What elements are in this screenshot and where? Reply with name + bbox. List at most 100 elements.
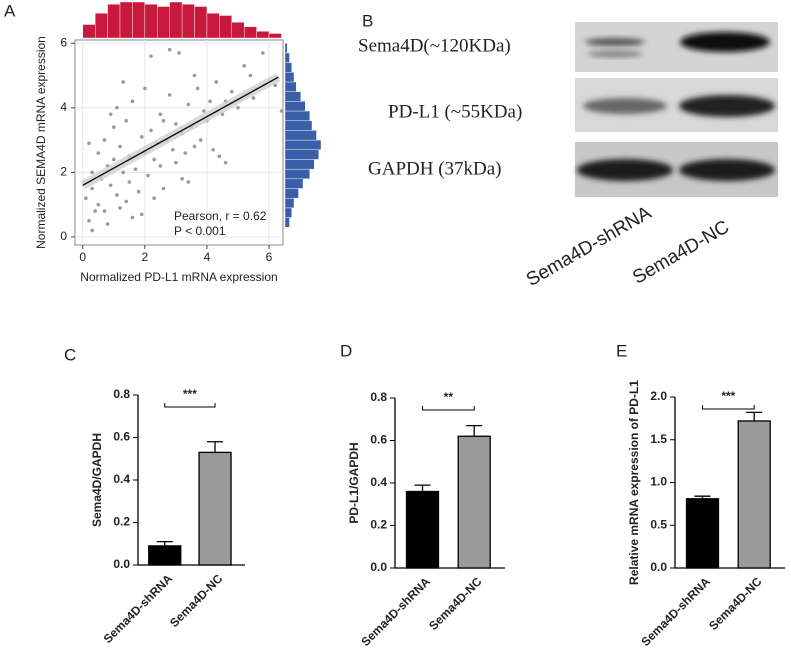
scatter-point [87,141,91,146]
histogram-bar [284,149,319,160]
histogram-bar [284,197,295,209]
histogram-bar [284,188,299,199]
y-tick-label: 0.0 [113,557,130,571]
significance-label: *** [721,389,735,403]
histogram-bar [243,26,257,39]
histogram-bar [206,13,220,39]
scatter-point [90,186,94,191]
y-tick-label: 0.0 [370,560,387,574]
blot-lane-label: Sema4D-NC [629,216,733,288]
error-bar [207,441,224,453]
x-tick-label: Sema4D-shRNA [101,571,176,646]
y-tick-label: 0.5 [650,517,667,531]
blot-row-label: Sema4D(~120KDa) [358,35,511,56]
y-axis-label: Normalized SEMA4D mRNA expression [34,36,48,249]
scatter-point [139,212,144,217]
plot-area [74,39,284,246]
y-tick-label: 4 [60,100,67,114]
scatter-point [112,125,116,129]
scatter-point [186,180,191,184]
scatter-point [229,89,234,94]
histogram-bar [144,4,158,39]
scatter-point [149,128,153,133]
scatter-point [208,99,212,104]
histogram-bar [132,1,146,39]
scatter-point [93,209,97,213]
scatter-point [161,118,166,123]
y-axis-label: Relative mRNA expression of PD-L1 [627,380,641,585]
histogram-bar [107,4,121,39]
x-tick-label: Sema4D-NC [706,574,765,633]
scatter-point [158,112,163,117]
bar [148,545,182,566]
scatter-point [105,222,110,226]
scatter-point [202,109,206,113]
histogram-bar [219,15,232,39]
scatter-point [167,93,172,97]
bar [405,490,440,569]
x-tick-label: Sema4D-NC [426,574,485,633]
x-tick-label: 6 [266,250,273,264]
scatter-point [108,112,113,117]
panel-label: E [616,341,627,360]
scatter-point [127,180,132,184]
scatter-point [195,86,200,91]
scatter-point [217,154,222,159]
scatter-point [223,160,228,165]
y-tick-label: 2 [60,165,67,179]
scatter-point [192,73,197,78]
scatter-point [192,144,197,149]
histogram-bar [256,31,270,39]
panel-label: C [64,345,76,364]
y-axis-label: PD-L1/GAPDH [347,442,361,523]
blot-image [575,22,778,197]
scatter-point [251,96,256,100]
histogram-bar [284,72,295,83]
scatter-point [180,177,184,181]
scatter-point [115,105,119,110]
significance-bracket [422,406,475,411]
y-tick-label: 0.6 [370,433,387,447]
scatter-point [152,196,156,200]
scatter-point [124,118,129,123]
histogram-bar [284,139,322,150]
scatter-point [279,109,284,113]
x-tick-label: 0 [79,250,86,264]
x-axis-label: Normalized PD-L1 mRNA expression [80,270,277,284]
scatter-point [115,193,119,197]
panel-label: A [4,1,16,20]
bar [198,451,232,566]
y-tick-label: 0.0 [650,560,667,574]
histogram-bar [284,52,290,63]
x-tick-label: Sema4D-shRNA [638,574,713,649]
scatter-point [161,186,166,191]
scatter-point [167,47,172,52]
scatter-point [96,202,101,207]
x-tick-label: Sema4D-shRNA [358,574,433,649]
scatter-point [170,147,175,152]
histogram-bar [119,1,133,39]
scatter-point [133,167,138,171]
scatter-point [158,164,163,168]
y-tick-label: 0.2 [113,515,130,529]
fit-line [82,76,279,186]
histogram-bar [231,22,245,39]
x-tick-label: Sema4D-NC [167,571,226,630]
scatter-point [152,157,156,162]
y-tick-label: 1.0 [650,475,667,489]
y-tick-label: 0.4 [370,475,387,489]
y-tick-label: 0.4 [113,472,130,486]
panel-label: D [340,341,352,360]
scatter-point [214,80,219,84]
histogram-bar [284,207,292,218]
scatter-point [102,209,107,213]
scatter-point [130,99,135,104]
scatter-point [149,54,153,58]
scatter-point [102,138,107,142]
y-tick-label: 6 [60,35,67,49]
error-bar [746,411,763,421]
scatter-point [118,144,122,149]
histogram-bar [284,130,317,141]
scatter-point [121,80,125,84]
